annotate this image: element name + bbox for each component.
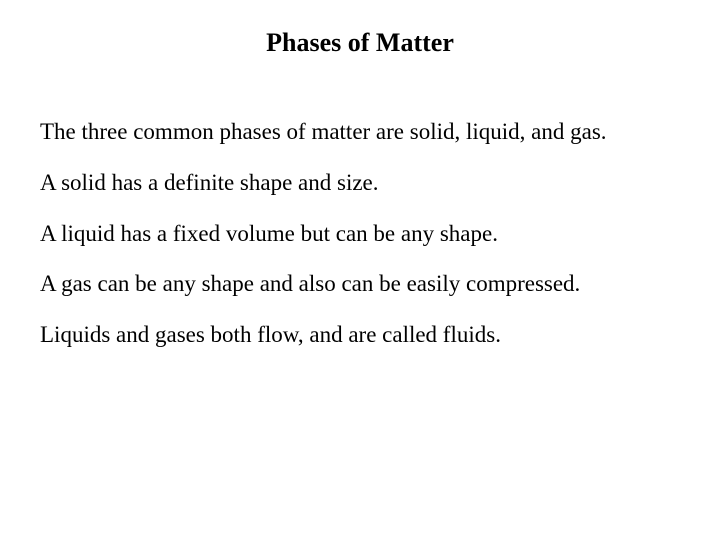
paragraph-1: The three common phases of matter are so…: [40, 118, 680, 147]
page-title: Phases of Matter: [40, 28, 680, 58]
paragraph-3: A liquid has a fixed volume but can be a…: [40, 220, 680, 249]
paragraph-2: A solid has a definite shape and size.: [40, 169, 680, 198]
paragraph-4: A gas can be any shape and also can be e…: [40, 270, 680, 299]
paragraph-5: Liquids and gases both flow, and are cal…: [40, 321, 680, 350]
